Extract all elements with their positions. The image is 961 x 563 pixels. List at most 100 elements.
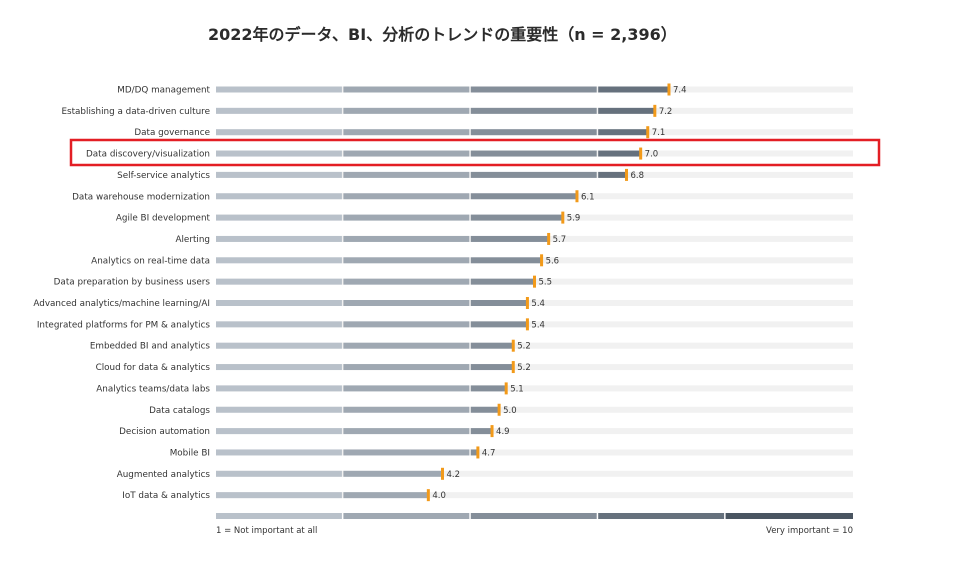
value-marker [653,104,657,117]
bar-segment [470,406,500,413]
chart-row: Data preparation by business users 5.5 [54,275,853,288]
bar-track [216,428,853,435]
bar-segment [470,235,549,242]
value-marker [497,403,501,416]
value-label: 5.0 [503,406,517,416]
value-label: 6.1 [581,192,595,202]
scale-legend: 1 = Not important at all Very important … [216,513,853,536]
value-label: 4.9 [496,427,510,437]
value-label: 4.2 [446,470,460,480]
category-label: Advanced analytics/machine learning/AI [33,299,210,309]
bar-segment [470,150,597,157]
category-label: Data catalogs [149,406,210,416]
bar-segment [470,385,507,392]
value-label: 5.4 [531,299,545,309]
value-label: 5.6 [546,256,560,266]
category-label: Cloud for data & analytics [96,363,211,373]
category-label: Data preparation by business users [54,278,211,288]
bar-segment [470,321,528,328]
chart-row: Analytics teams/data labs 5.1 [96,382,853,395]
bar-segment [470,171,597,178]
bar-segment [470,342,514,349]
bar-segment [343,214,470,221]
value-marker [476,446,480,459]
chart-row: IoT data & analytics 4.0 [122,489,853,502]
value-label: 5.4 [531,320,545,330]
bar-track [216,470,853,477]
value-label: 5.5 [539,278,553,288]
value-marker [667,83,671,96]
bar-track [216,492,853,499]
value-label: 7.2 [659,107,673,117]
bar-segment [598,171,627,178]
bar-segment [216,342,342,349]
chart-row: Data warehouse modernization 6.1 [72,190,853,203]
bar-segment [343,321,470,328]
bar-segment [470,214,563,221]
category-label: Decision automation [119,427,210,437]
bar-segment [470,428,493,435]
bar-segment [216,470,342,477]
value-label: 7.0 [645,150,659,160]
bar-segment [343,364,470,371]
value-marker [511,339,515,352]
bar-segment [216,171,342,178]
bar-segment [216,492,342,499]
chart-row: Alerting 5.7 [175,232,853,245]
scale-legend-bar [216,513,853,519]
value-marker [533,275,536,288]
value-marker [561,211,565,224]
bar-track [216,385,853,392]
value-marker [540,254,544,267]
value-label: 4.0 [432,491,446,501]
bar-segment [216,150,342,157]
chart-row: Self-service analytics 6.8 [117,168,853,181]
bar-track [216,364,853,371]
bar-segment [470,107,597,114]
category-label: Data discovery/visualization [86,150,210,160]
bar-segment [598,129,648,136]
chart-row: Mobile BI 4.7 [170,446,853,459]
chart-rows: MD/DQ management 7.4 Establishing a data-d… [33,83,853,502]
bar-segment [216,214,342,221]
bar-segment [343,449,470,456]
bar-segment [343,385,470,392]
chart-row: Augmented analytics 4.2 [117,467,853,480]
bar-segment [343,470,443,477]
scale-legend-segment [343,513,470,519]
scale-left-label: 1 = Not important at all [216,526,317,536]
bar-segment [598,150,641,157]
chart-row: Integrated platforms for PM & analytics 5… [37,318,853,331]
bar-segment [343,235,470,242]
value-label: 4.7 [482,448,496,458]
value-label: 7.4 [673,86,687,96]
category-label: Agile BI development [116,214,211,224]
bar-segment [470,278,535,285]
bar-segment [470,129,597,136]
bar-segment [343,342,470,349]
value-label: 5.7 [553,235,567,245]
bar-segment [343,428,470,435]
bar-segment [216,107,342,114]
bar-segment [598,107,655,114]
value-marker [625,168,629,181]
category-label: Integrated platforms for PM & analytics [37,320,211,330]
chart-row: Embedded BI and analytics 5.2 [90,339,853,352]
chart-title: 2022年のデータ、BI、分析のトレンドの重要性（n = 2,396） [208,25,677,44]
bar-segment [216,129,342,136]
category-label: Data governance [134,128,210,138]
scale-legend-segment [470,513,597,519]
chart-row: Analytics on real-time data 5.6 [91,254,853,267]
value-marker [575,190,579,203]
bar-segment [216,278,342,285]
chart-row: Data governance 7.1 [134,126,853,139]
bar-track [216,342,853,349]
value-marker [511,361,515,374]
bar-segment [470,257,542,264]
scale-legend-segment [598,513,725,519]
bar-segment [343,406,470,413]
chart-row: Establishing a data-driven culture 7.2 [61,104,853,117]
value-label: 5.2 [517,363,531,373]
bar-segment [216,300,342,306]
